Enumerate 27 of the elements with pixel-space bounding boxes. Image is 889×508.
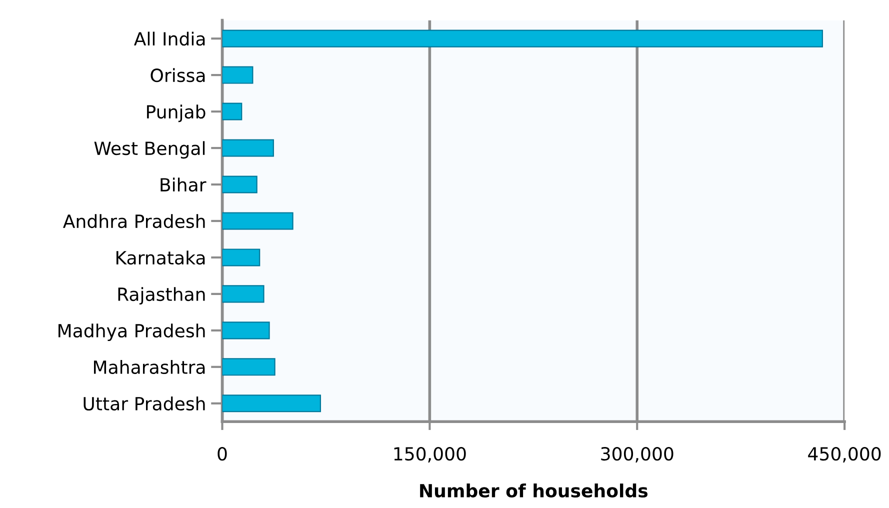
y-tick-label: Andhra Pradesh — [63, 214, 205, 228]
y-tick-label: Orissa — [150, 68, 205, 82]
x-tick-label: 0 — [218, 446, 227, 461]
y-tick-label: West Bengal — [94, 141, 205, 159]
y-tick-label: Rajasthan — [118, 287, 205, 305]
y-tick-label: Maharashtra — [94, 360, 205, 374]
bar — [222, 212, 294, 230]
y-tick-label: Karnataka — [116, 250, 205, 265]
y-tick-label: Madhya Pradesh — [58, 324, 205, 342]
y-tick-label: Uttar Pradesh — [84, 396, 205, 411]
y-tick-label: Bihar — [160, 178, 206, 192]
x-tick-label: 150,000 — [394, 446, 466, 462]
bar — [222, 139, 274, 157]
bar — [222, 30, 823, 48]
bar — [222, 285, 264, 303]
y-tick-label: Punjab — [147, 104, 206, 122]
bar — [222, 322, 270, 340]
x-tick-label: 450,000 — [808, 446, 881, 462]
bar — [222, 358, 276, 376]
x-tick-label: 300,000 — [601, 446, 674, 462]
y-tick-label: All India — [134, 32, 205, 46]
bar — [222, 176, 258, 194]
bar — [222, 102, 242, 120]
x-axis-title: Number of households — [420, 484, 648, 498]
bar — [222, 66, 254, 84]
bar — [222, 394, 321, 412]
bar — [222, 248, 260, 266]
